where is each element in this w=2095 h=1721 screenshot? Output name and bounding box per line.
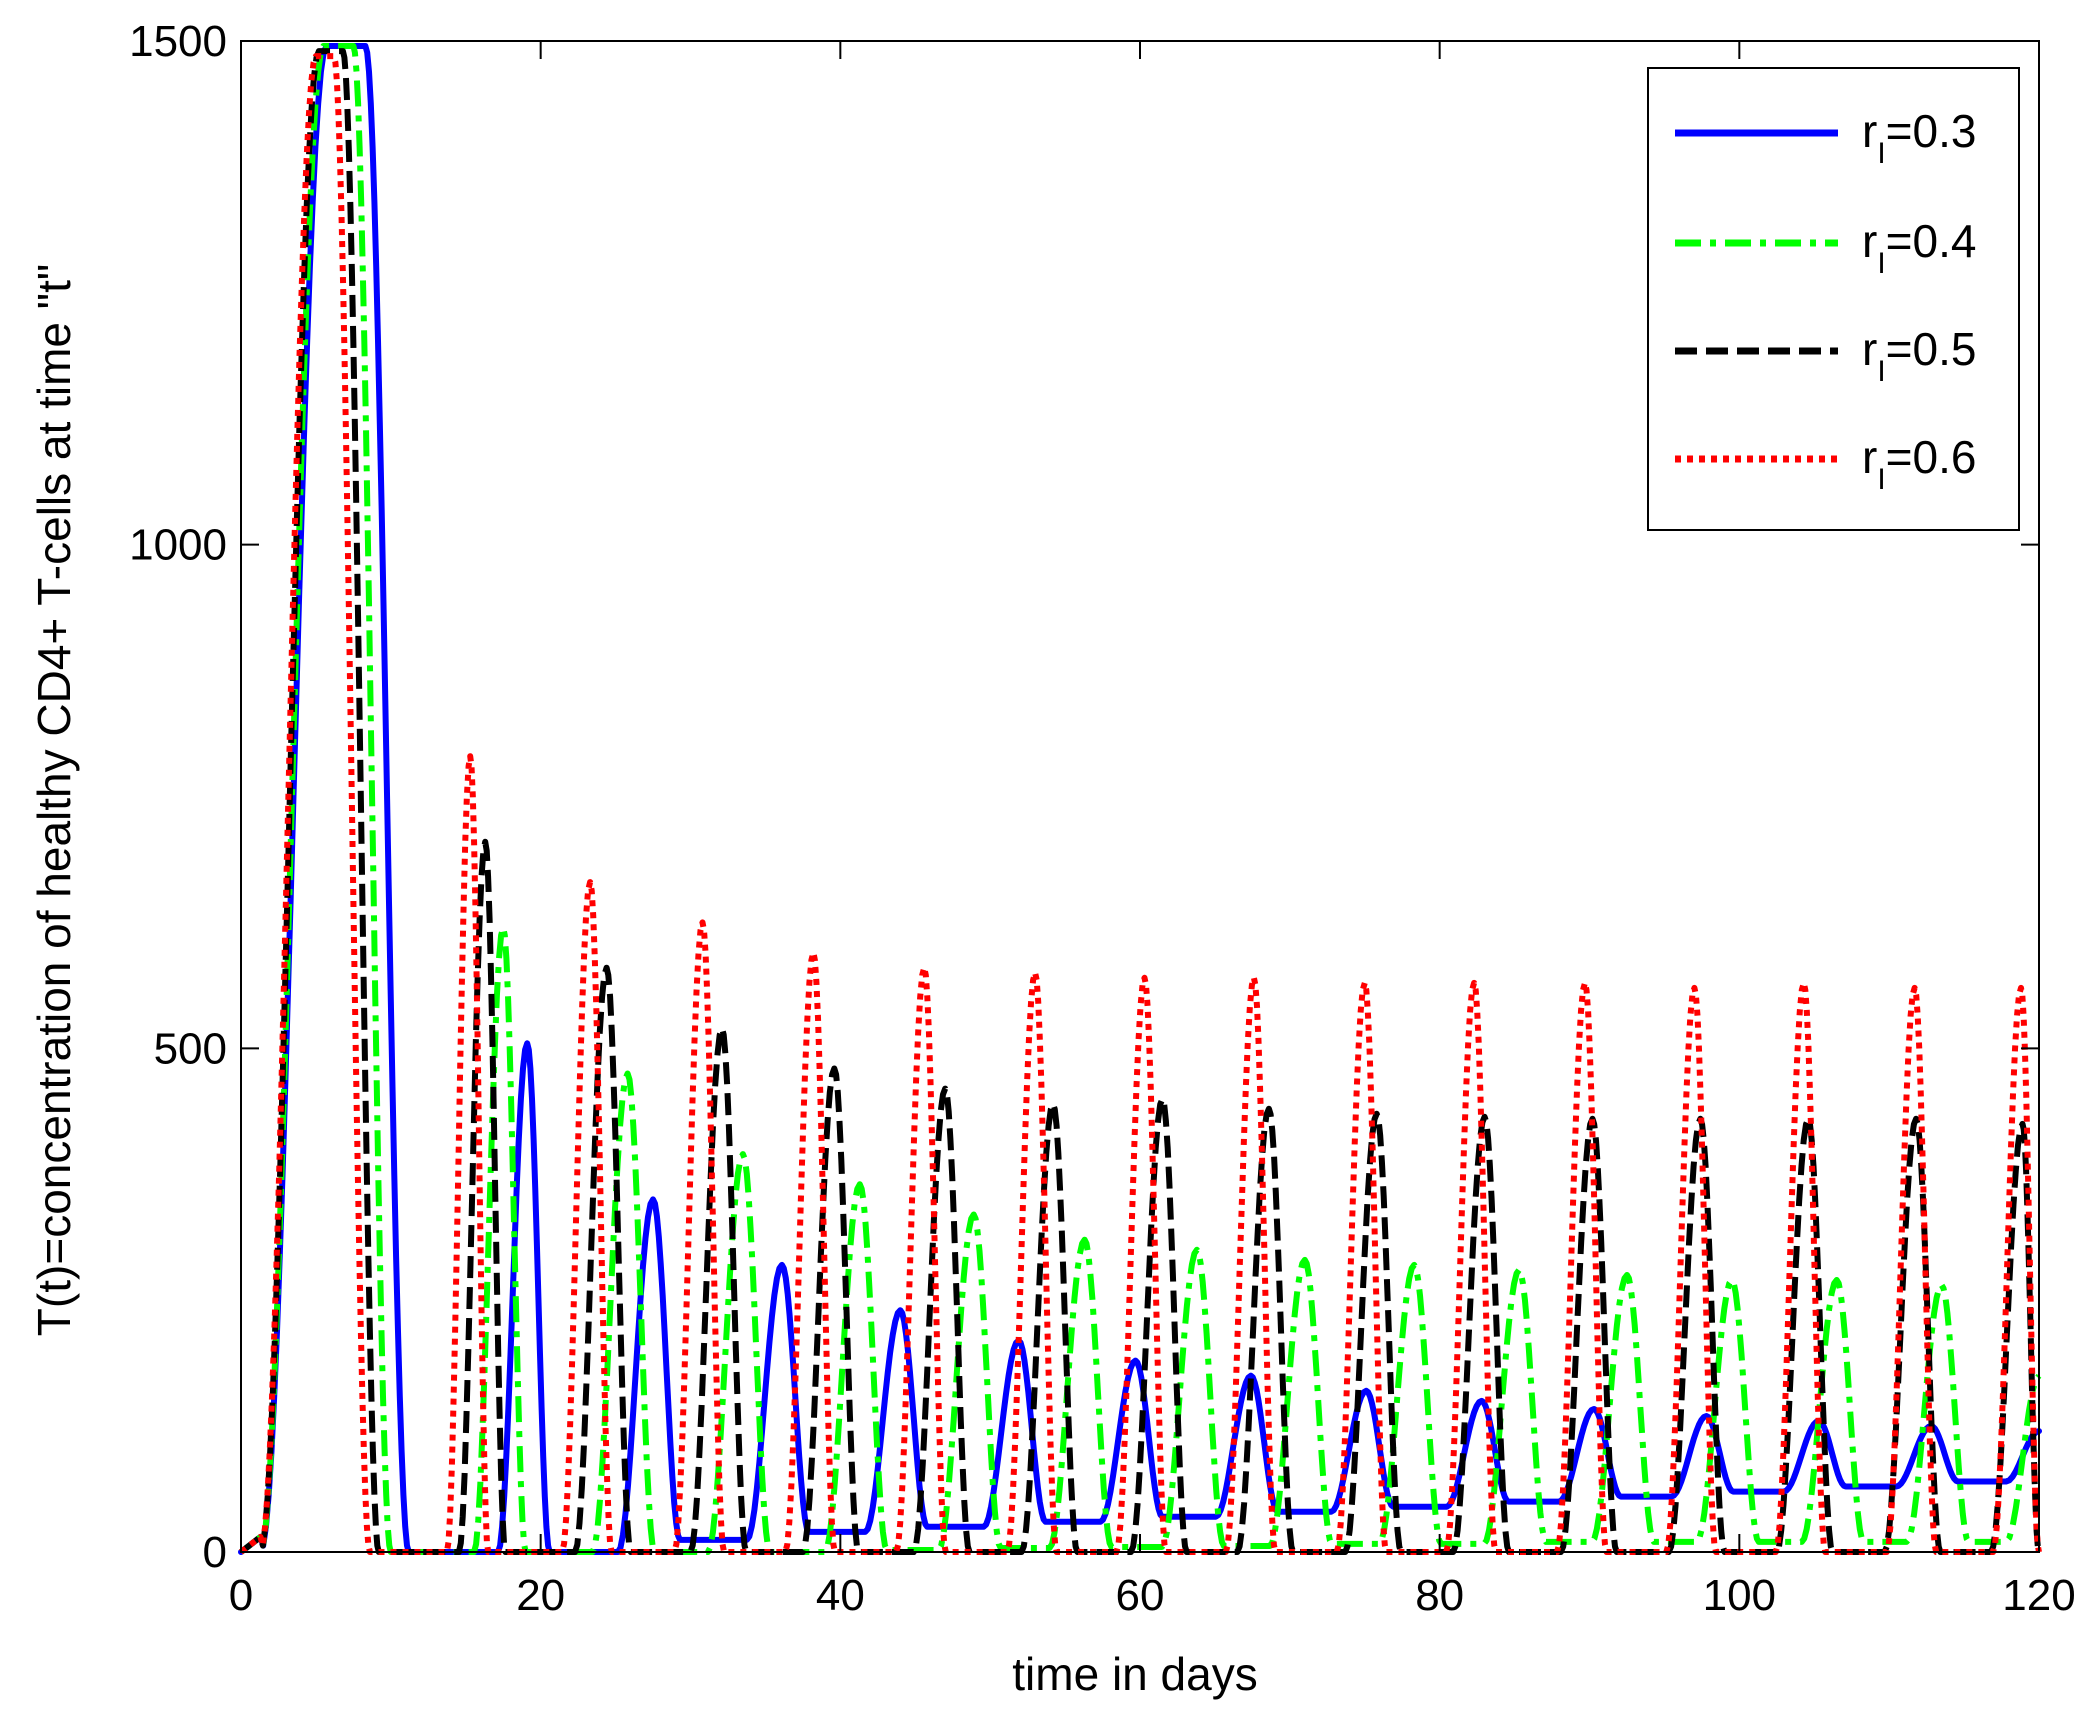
y-tick-label: 500 [154, 1024, 227, 1073]
legend-label: rI=0.3 [1862, 105, 1976, 170]
series-line-ri-0-6 [239, 53, 2042, 1555]
x-tick-label: 120 [2002, 1571, 2075, 1620]
legend-label: rI=0.4 [1862, 215, 1976, 280]
series-line-ri-0-4 [239, 43, 2042, 1555]
x-tick-label: 20 [516, 1571, 565, 1620]
y-tick-label: 1500 [129, 17, 227, 66]
legend-label: rI=0.5 [1862, 323, 1976, 388]
series-line-ri-0-3 [238, 43, 2042, 1555]
x-tick-label: 100 [1703, 1571, 1776, 1620]
x-tick-label: 80 [1415, 1571, 1464, 1620]
y-tick-label: 1000 [129, 521, 227, 570]
legend-label: rI=0.6 [1862, 431, 1976, 496]
x-tick-label: 40 [816, 1571, 865, 1620]
legend-entries: rI=0.3 rI=0.4 rI=0.5 rI=0.6 [1675, 105, 1976, 496]
series-line-ri-0-5 [239, 48, 2042, 1555]
legend-box [1647, 67, 2020, 531]
axis-ticks: 0 20 40 60 80 100 120 0 500 1000 1500 [129, 17, 2076, 1620]
series-layer [238, 43, 2042, 1555]
y-tick-label: 0 [203, 1528, 227, 1577]
x-tick-label: 60 [1116, 1571, 1165, 1620]
x-tick-label: 0 [229, 1571, 253, 1620]
y-axis-label: T(t)=concentration of healthy CD4+ T-cel… [28, 264, 80, 1336]
x-axis-label: time in days [1012, 1648, 1257, 1700]
legend: rI=0.3 rI=0.4 rI=0.5 rI=0.6 [1647, 67, 2020, 531]
